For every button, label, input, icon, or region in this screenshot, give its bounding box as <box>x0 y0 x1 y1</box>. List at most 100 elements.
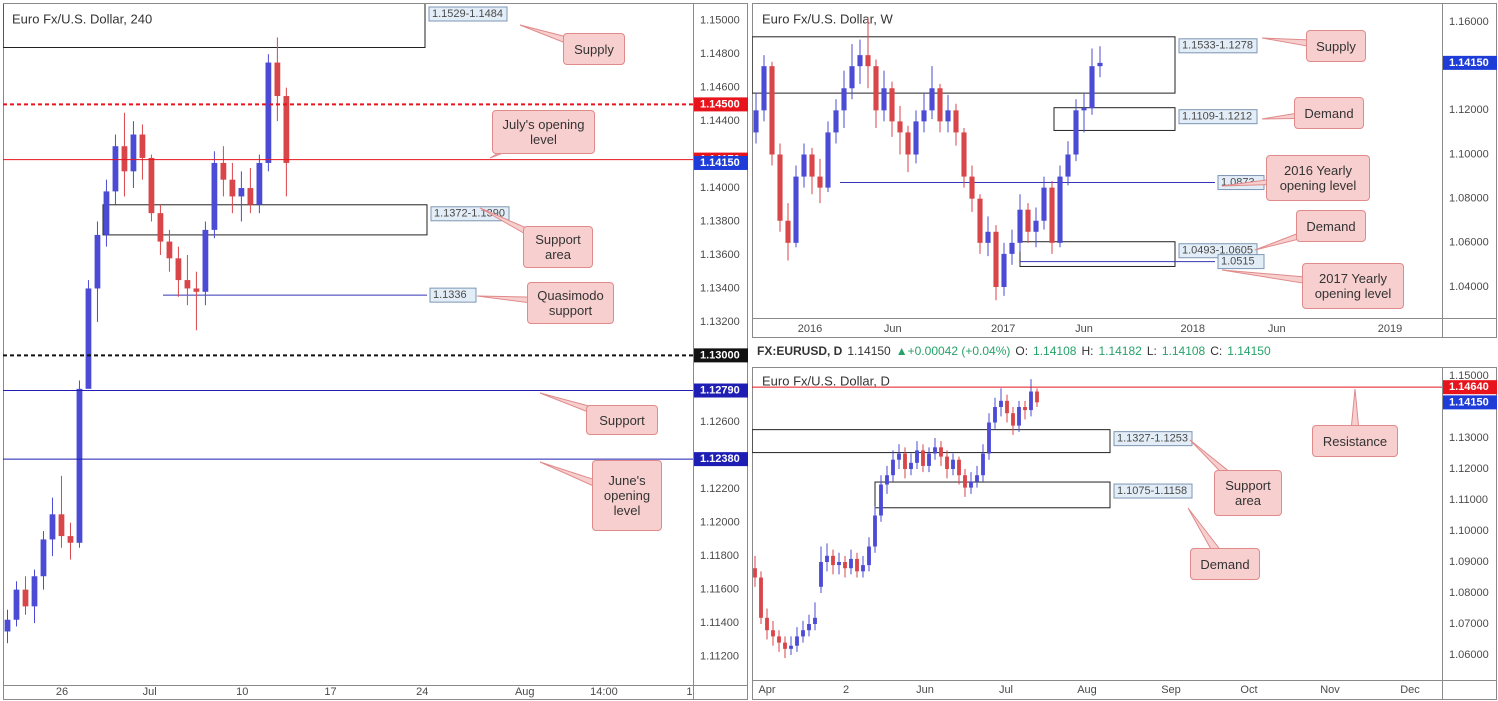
callout: Demand <box>1296 210 1366 242</box>
plot-area <box>752 379 1442 659</box>
candle-body <box>1001 253 1007 287</box>
chart-title: Euro Fx/U.S. Dollar, 240 <box>12 11 152 26</box>
x-tick-label: 2016 <box>798 323 822 335</box>
candle-body <box>801 630 805 637</box>
candle-body <box>807 624 811 631</box>
x-tick-label: 14:00 <box>590 686 618 698</box>
candle-body <box>849 558 853 569</box>
ohlc-value: 1.14182 <box>1098 344 1142 358</box>
price-tag-label: 1.14150 <box>1449 57 1489 69</box>
chart-title: Euro Fx/U.S. Dollar, W <box>762 11 893 26</box>
candle-body <box>184 280 191 289</box>
x-tick-label: Jun <box>1075 323 1093 335</box>
candle-body <box>831 555 835 566</box>
symbol-header: FX:EURUSD, D 1.14150 ▲+0.00042 (+0.04%) … <box>757 344 1271 358</box>
candle-body <box>265 62 272 163</box>
y-tick-label: 1.10000 <box>1449 525 1489 537</box>
candle-body <box>130 134 137 172</box>
price-tag <box>694 97 748 112</box>
candle-body <box>977 198 983 243</box>
x-tick-label: Oct <box>1240 684 1257 696</box>
zone-box <box>752 36 1176 94</box>
ohlc-value: 1.14150 <box>1227 344 1271 358</box>
x-tick-label: Jul <box>999 684 1013 696</box>
callout: 2017 Yearly opening level <box>1302 263 1404 309</box>
x-tick-label: 2 <box>843 684 849 696</box>
candle-body <box>166 241 173 259</box>
candle-body <box>148 157 155 214</box>
candle-body <box>813 617 817 625</box>
y-tick-label: 1.07000 <box>1449 618 1489 630</box>
candle-body <box>1035 391 1039 403</box>
y-tick-label: 1.10000 <box>1449 148 1489 160</box>
y-tick-label: 1.08000 <box>1449 587 1489 599</box>
y-tick-label: 1.06000 <box>1449 237 1489 249</box>
candle-body <box>202 229 209 292</box>
price-tag <box>694 452 748 467</box>
candle-body <box>865 55 871 67</box>
ohlc-key: L: <box>1146 344 1157 358</box>
candle-body <box>951 459 955 470</box>
zone-label: 1.1533-1.1278 <box>1182 40 1253 52</box>
y-tick-label: 1.16000 <box>1449 16 1489 28</box>
candle-body <box>58 514 65 537</box>
x-tick-label: Apr <box>758 684 775 696</box>
price-tag-label: 1.13000 <box>700 349 740 361</box>
callout: Support area <box>523 226 593 268</box>
price-tag-label: 1.14500 <box>700 98 740 110</box>
candle-body <box>1009 242 1015 254</box>
candle-body <box>913 121 919 155</box>
candle-body <box>247 188 254 205</box>
candle-body <box>22 589 29 607</box>
candle-body <box>789 645 793 649</box>
callout: 2016 Yearly opening level <box>1266 155 1370 201</box>
candle-body <box>1057 176 1063 243</box>
change-text: +0.00042 (+0.04%) <box>907 344 1011 358</box>
candle-body <box>889 88 895 122</box>
x-tick-label: Jun <box>916 684 934 696</box>
x-tick-label: Jul <box>143 686 157 698</box>
y-tick-label: 1.06000 <box>1449 649 1489 661</box>
candle-body <box>793 176 799 243</box>
ohlc-value: 1.14108 <box>1161 344 1206 358</box>
candle-body <box>1073 110 1079 155</box>
x-tick-label: Jun <box>1268 323 1286 335</box>
callout: Support area <box>1214 470 1282 516</box>
zone-label: 1.1327-1.1253 <box>1117 433 1188 445</box>
candle-body <box>13 589 20 620</box>
candle-body <box>1023 407 1027 411</box>
candle-body <box>753 568 757 578</box>
candle-body <box>777 636 781 643</box>
candle-body <box>927 453 931 466</box>
y-tick-label: 1.14600 <box>700 82 740 94</box>
x-tick-label: Aug <box>1077 684 1097 696</box>
y-tick-label: 1.11800 <box>700 550 739 562</box>
price-tag-label: 1.14150 <box>1449 396 1489 408</box>
candle-body <box>993 407 997 423</box>
candle-body <box>112 146 119 192</box>
y-tick-label: 1.14800 <box>700 48 740 60</box>
candle-body <box>873 66 879 111</box>
candle-body <box>933 447 937 454</box>
candle-body <box>1025 209 1031 232</box>
candle-body <box>975 475 979 482</box>
y-tick-label: 1.11600 <box>700 584 739 596</box>
ohlc-key: C: <box>1210 344 1223 358</box>
candle-body <box>85 288 92 389</box>
y-tick-label: 1.13200 <box>700 316 740 328</box>
candle-body <box>939 447 943 457</box>
price-tag <box>694 155 748 170</box>
mark-label: 1.0515 <box>1221 256 1255 268</box>
mark-label-bg <box>429 287 477 303</box>
y-tick-label: 1.11000 <box>1449 494 1488 506</box>
candle-body <box>961 132 967 177</box>
zone-label-bg <box>1178 109 1258 125</box>
x-tick-label: 1 <box>686 686 692 698</box>
candle-body <box>921 110 927 122</box>
candle-body <box>909 462 913 470</box>
y-tick-label: 1.12000 <box>1449 463 1489 475</box>
candle-body <box>953 110 959 133</box>
candle-body <box>1029 391 1033 411</box>
candle-body <box>76 388 83 543</box>
